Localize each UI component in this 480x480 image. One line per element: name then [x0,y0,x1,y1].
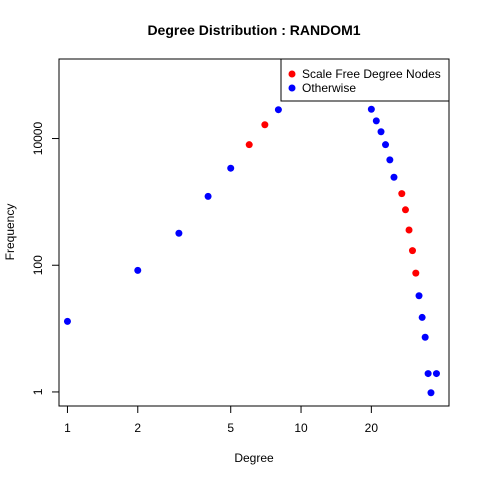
legend-label-scale-free: Scale Free Degree Nodes [302,67,441,81]
legend: Scale Free Degree Nodes Otherwise [280,58,450,102]
otherwise-point [227,164,235,172]
otherwise-point [418,313,426,321]
otherwise-point [421,333,429,341]
scale-free-point [245,141,253,149]
otherwise-point [367,105,375,113]
legend-box [280,58,450,102]
x-tick-label: 1 [64,421,71,435]
y-tick-label: 1 [31,388,45,395]
legend-marker-otherwise [288,84,296,92]
x-tick-label: 20 [365,421,379,435]
data-points [63,105,440,397]
x-axis: 1 2 5 10 20 [64,405,379,435]
otherwise-point [274,106,282,114]
otherwise-point [382,141,390,149]
y-tick-label: 10000 [31,122,45,156]
x-tick-label: 5 [227,421,234,435]
otherwise-point [427,389,435,397]
otherwise-point [390,173,398,181]
x-tick-label: 2 [134,421,141,435]
scale-free-point [405,226,413,234]
x-axis-label: Degree [234,451,274,465]
otherwise-point [175,229,183,237]
legend-marker-scale-free [288,70,296,78]
y-axis: 1 100 10000 [31,122,60,395]
scale-free-point [412,269,420,277]
scale-free-point [398,190,406,198]
scale-free-point [408,247,416,255]
otherwise-point [372,117,380,125]
otherwise-point [204,192,212,200]
otherwise-point [415,292,423,300]
otherwise-point [424,370,432,378]
otherwise-point [386,156,394,164]
legend-label-otherwise: Otherwise [302,81,356,95]
y-tick-label: 100 [31,255,45,275]
scale-free-point [401,206,409,214]
x-tick-label: 10 [294,421,308,435]
otherwise-point [377,128,385,136]
scale-free-point [261,121,269,129]
chart-title: Degree Distribution : RANDOM1 [147,22,360,38]
y-axis-label: Frequency [3,204,17,261]
otherwise-point [63,317,71,325]
otherwise-point [134,266,142,274]
otherwise-point [432,370,440,378]
